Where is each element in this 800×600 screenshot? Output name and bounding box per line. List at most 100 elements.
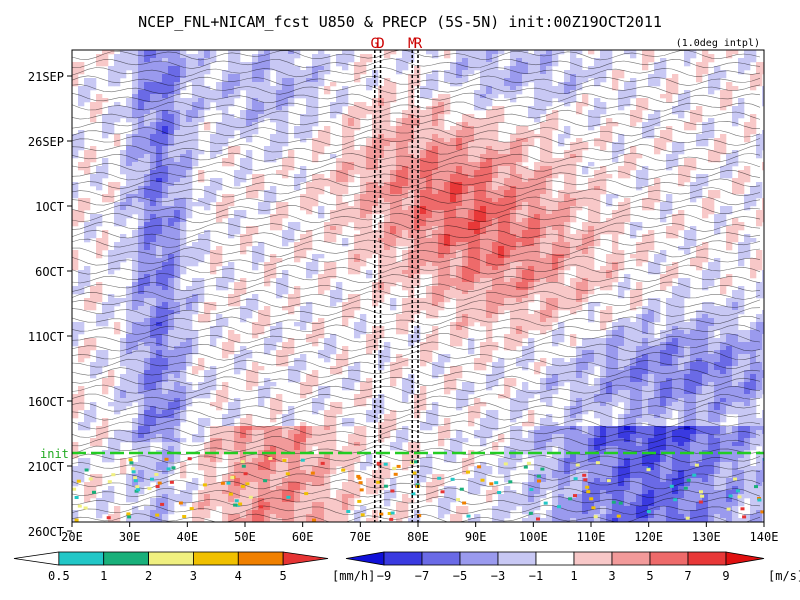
u850-cell [168, 274, 175, 279]
u850-cell [492, 298, 499, 303]
u850-cell [450, 82, 457, 87]
u850-cell [540, 58, 547, 63]
u850-cell [156, 278, 163, 283]
u850-cell [756, 286, 763, 291]
u850-cell [240, 318, 247, 323]
u850-cell [174, 278, 181, 283]
u850-cell [252, 86, 259, 91]
u850-cell [636, 258, 643, 263]
u850-cell [444, 210, 451, 215]
u850-cell [372, 122, 379, 127]
u850-cell [222, 78, 229, 83]
u850-cell [606, 306, 613, 311]
u850-cell [372, 206, 379, 211]
u850-cell [594, 62, 601, 67]
u850-cell [708, 194, 715, 199]
u850-cell [570, 150, 577, 155]
u850-cell [702, 286, 709, 291]
u850-cell [558, 210, 565, 215]
u850-cell [132, 170, 139, 175]
u850-cell [414, 142, 421, 147]
u850-cell [552, 58, 559, 63]
u850-cell [198, 82, 205, 87]
u850-cell [462, 310, 469, 315]
u850-cell [684, 58, 691, 63]
u850-cell [114, 118, 121, 123]
u850-cell [360, 326, 367, 331]
u850-cell [540, 254, 547, 259]
u850-cell [582, 294, 589, 299]
u850-cell [216, 106, 223, 111]
u850-cell [336, 198, 343, 203]
u850-cell [564, 254, 571, 259]
u850-cell [282, 142, 289, 147]
u850-cell [402, 202, 409, 207]
u850-cell [582, 94, 589, 99]
u850-cell [336, 214, 343, 219]
u850-cell [408, 118, 415, 123]
u850-cell [744, 134, 751, 139]
u850-cell [210, 94, 217, 99]
u850-cell [438, 206, 445, 211]
u850-cell [426, 186, 433, 191]
u850-cell [450, 282, 457, 287]
u850-cell [564, 194, 571, 199]
u850-cell [492, 130, 499, 135]
u850-cell [132, 314, 139, 319]
u850-cell [390, 142, 397, 147]
u850-cell [648, 306, 655, 311]
u850-cell [756, 82, 763, 87]
u850-cell [540, 102, 547, 107]
u850-cell [246, 170, 253, 175]
u850-cell [474, 314, 481, 319]
u850-cell [504, 222, 511, 227]
u850-cell [228, 202, 235, 207]
u850-cell [672, 286, 679, 291]
u850-cell [162, 282, 169, 287]
u850-cell [222, 70, 229, 75]
u850-cell [378, 122, 385, 127]
u850-cell [90, 158, 97, 163]
u850-cell [726, 102, 733, 107]
u850-cell [162, 318, 169, 323]
u850-cell [756, 154, 763, 159]
u850-cell [360, 226, 367, 231]
u850-cell [456, 218, 463, 223]
u850-cell [282, 238, 289, 243]
u850-cell [354, 246, 361, 251]
u850-cell [510, 78, 517, 83]
u850-cell [402, 166, 409, 171]
u850-cell [336, 218, 343, 223]
u850-cell [534, 102, 541, 107]
u850-cell [336, 54, 343, 59]
u850-cell [186, 206, 193, 211]
u850-cell [726, 278, 733, 283]
u850-cell [498, 142, 505, 147]
u850-cell [588, 182, 595, 187]
u850-cell [492, 186, 499, 191]
u850-cell [762, 218, 764, 223]
u850-cell [108, 118, 115, 123]
u850-cell [282, 278, 289, 283]
u850-cell [150, 318, 157, 323]
u850-cell [306, 270, 313, 275]
u850-cell [120, 190, 127, 195]
u850-cell [162, 246, 169, 251]
u850-cell [654, 66, 661, 71]
u850-cell [540, 298, 547, 303]
u850-cell [366, 162, 373, 167]
u850-cell [516, 70, 523, 75]
u850-cell [474, 294, 481, 299]
u850-cell [744, 206, 751, 211]
u850-cell [360, 66, 367, 71]
u850-cell [180, 130, 187, 135]
u850-cell [558, 134, 565, 139]
u850-cell [480, 202, 487, 207]
u850-cell [552, 290, 559, 295]
u850-cell [708, 54, 715, 59]
u850-cell [252, 82, 259, 87]
u850-cell [384, 50, 391, 55]
u850-cell [648, 238, 655, 243]
u850-cell [132, 178, 139, 183]
u850-cell [384, 142, 391, 147]
